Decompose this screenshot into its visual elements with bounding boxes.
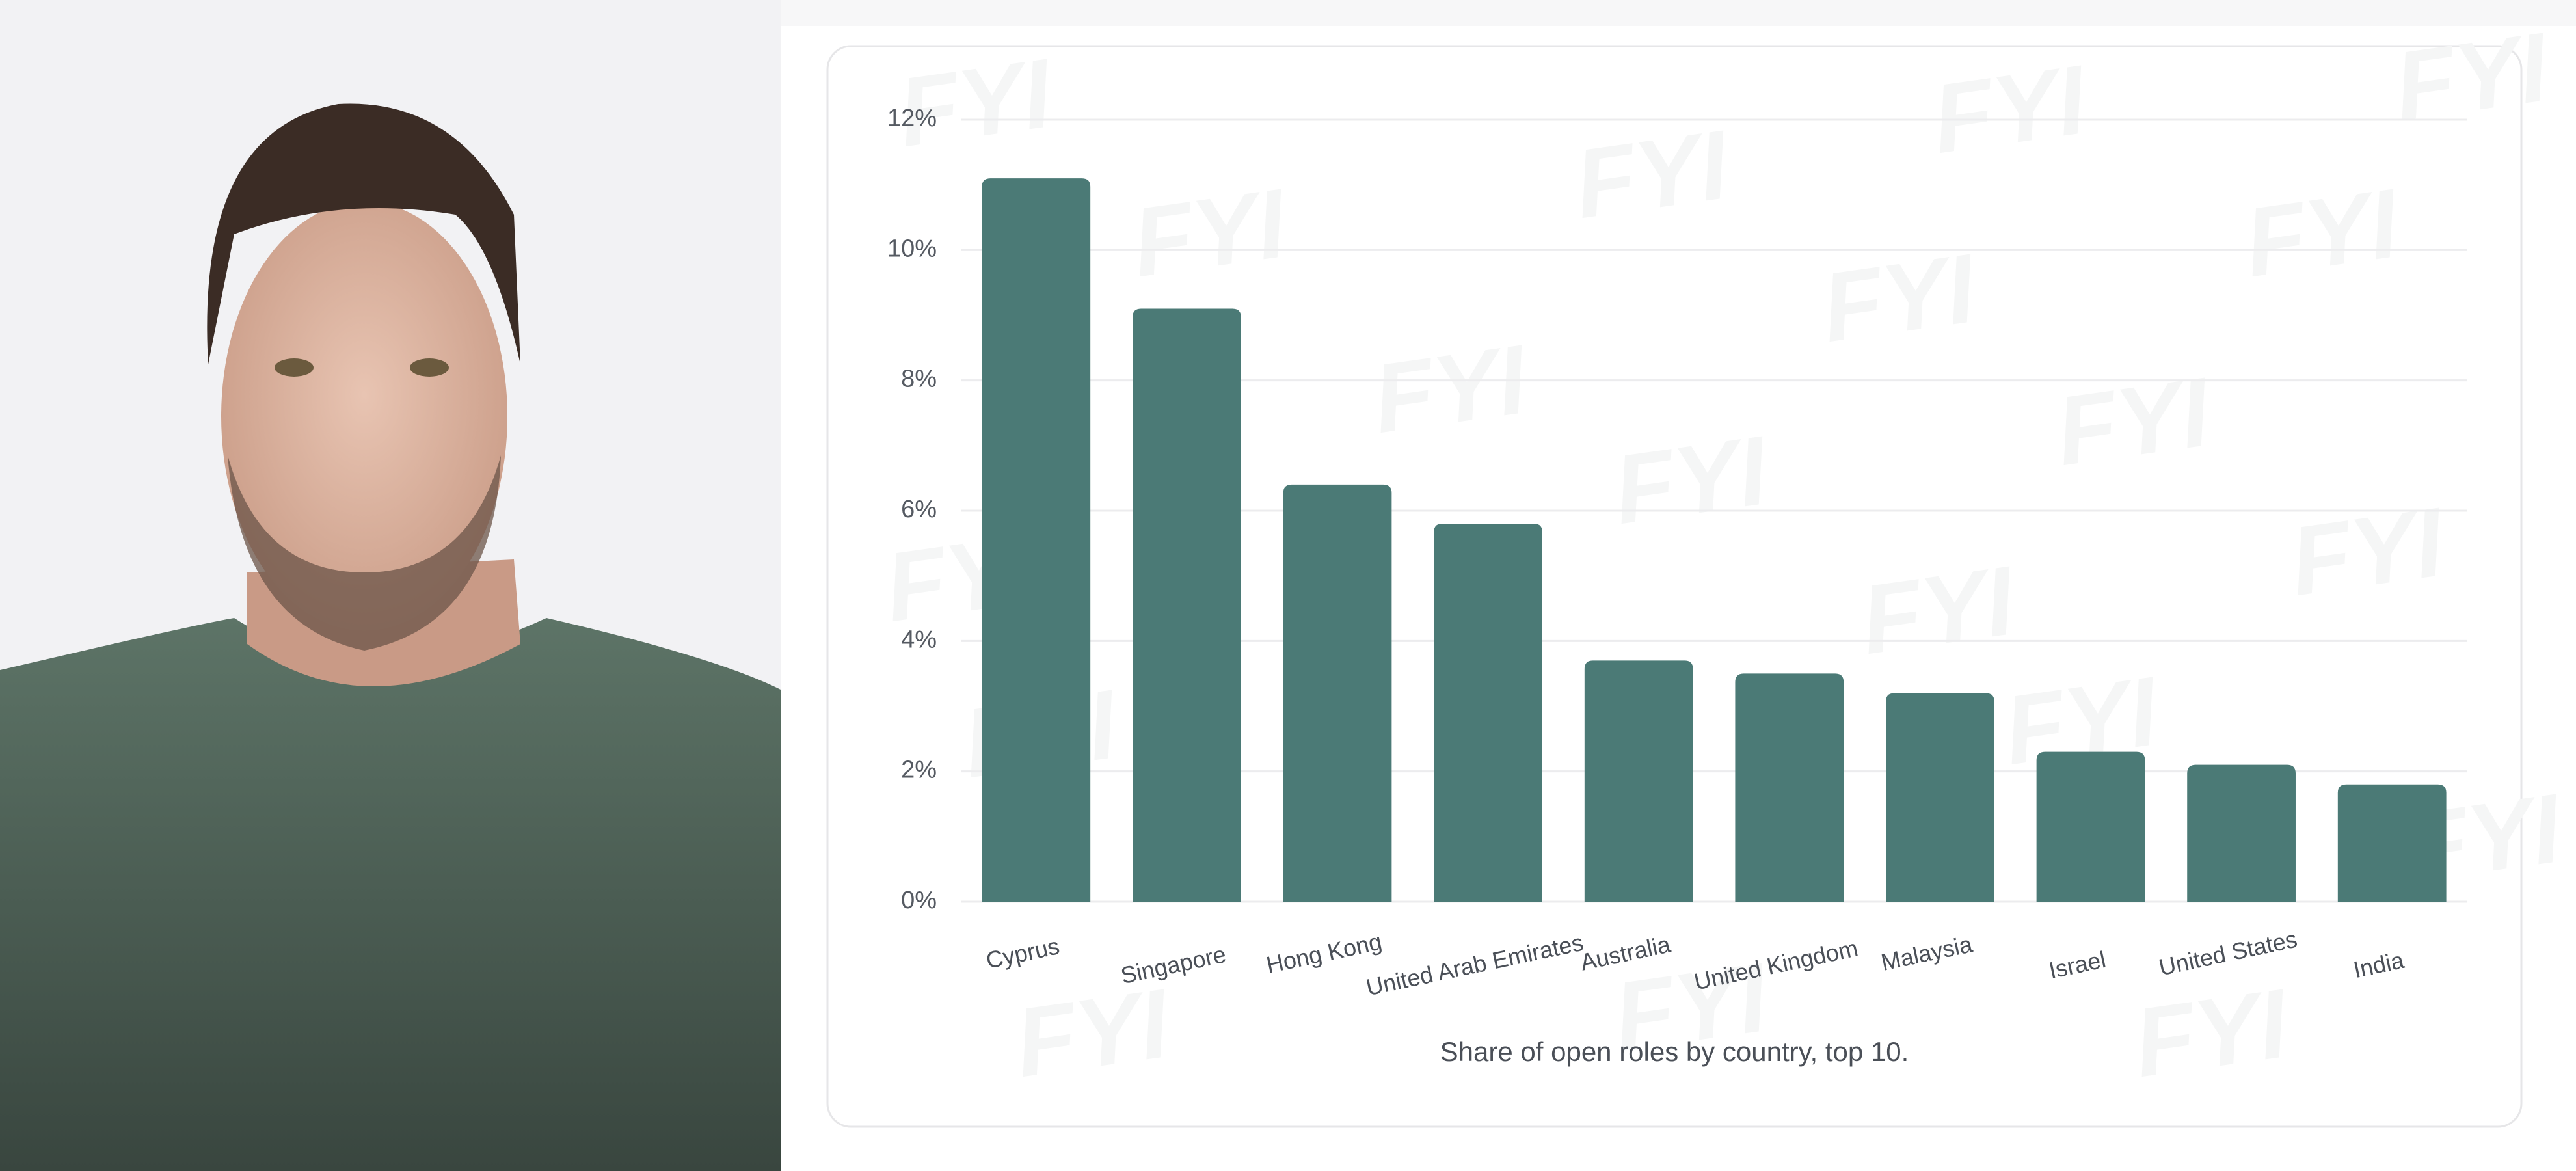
watermark: FYI	[2050, 357, 2218, 486]
watermark: FYI	[1607, 415, 1775, 545]
watermark: FYI	[1607, 942, 1775, 1071]
watermark: FYI	[1367, 324, 1535, 453]
plot: 0%2%4%6%8%10%12%Cyprus Singapore Hong Kong…	[887, 105, 2467, 1001]
watermark: FYI	[2128, 968, 2296, 1097]
watermark: FYI	[1926, 44, 2094, 174]
bar	[1133, 308, 1241, 902]
chart-caption: Share of open roles by country, top 10.	[1440, 1036, 1909, 1067]
watermark: FYI	[1568, 109, 1736, 239]
watermark: FYI	[1126, 168, 1294, 297]
profile-photo	[0, 0, 781, 1171]
bar	[1584, 660, 1693, 902]
watermark: FYI	[1855, 545, 2022, 675]
eye	[410, 358, 449, 377]
y-tick-label: 10%	[887, 235, 937, 262]
eye	[275, 358, 314, 377]
y-tick-label: 8%	[901, 366, 937, 393]
bar	[1735, 673, 1844, 902]
watermark: FYI	[2238, 168, 2406, 297]
watermark: FYI	[1816, 233, 1983, 362]
top-strip	[781, 0, 2576, 26]
bar	[1434, 524, 1542, 902]
bar	[982, 178, 1091, 902]
y-tick-label: 0%	[901, 887, 937, 914]
face	[221, 202, 507, 631]
bar	[1886, 693, 1994, 902]
watermark: FYI	[2388, 12, 2556, 141]
watermark: FYI	[2284, 487, 2452, 616]
y-tick-label: 4%	[901, 626, 937, 653]
y-tick-label: 12%	[887, 105, 937, 132]
sweater	[0, 618, 781, 1171]
beard	[228, 455, 501, 651]
y-tick-label: 2%	[901, 757, 937, 784]
bar	[2036, 751, 2145, 902]
y-tick-label: 6%	[901, 496, 937, 523]
hair	[207, 103, 520, 364]
bar	[2337, 784, 2447, 902]
watermark: FYI	[1009, 968, 1177, 1097]
bar	[2187, 764, 2296, 902]
watermark: FYI	[892, 38, 1060, 167]
bar	[1283, 484, 1392, 902]
